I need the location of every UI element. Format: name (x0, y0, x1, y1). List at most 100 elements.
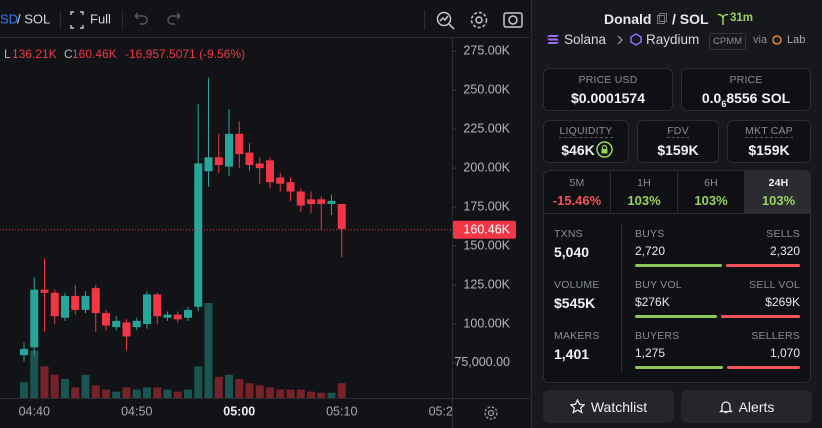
chart-bg (0, 0, 530, 428)
metric-box: LIQUIDITY $46K (543, 120, 629, 163)
volume-bar (132, 389, 141, 398)
candle-body (276, 177, 285, 184)
last-price-label: 160.46K (463, 223, 510, 237)
watchlist-button[interactable]: Watchlist (543, 390, 674, 423)
candle-body (81, 295, 90, 310)
launchpad-name[interactable]: Lab (787, 34, 806, 46)
volume-bar (40, 366, 49, 398)
chain-name[interactable]: Solana (564, 32, 607, 47)
tab[interactable]: 5M -15.46% (544, 171, 611, 214)
redo-icon[interactable] (167, 12, 181, 25)
pair-base[interactable]: SD (0, 11, 18, 26)
x-tick-label: 05:20 (429, 404, 460, 418)
volume-bar (153, 387, 162, 398)
stat-left-label: BUY VOL (635, 279, 682, 291)
candle-body (307, 199, 315, 204)
volume-bar (91, 385, 100, 398)
candle-body (235, 133, 244, 155)
candle-body (163, 314, 172, 318)
volume-bar (307, 391, 315, 398)
dex-icon (630, 33, 642, 46)
y-tick-label: 250.00K (463, 83, 510, 97)
tab-label: 1H (637, 177, 651, 189)
volume-bar (20, 382, 28, 398)
star-icon (569, 399, 585, 414)
y-tick-label: 225.00K (463, 121, 510, 135)
x-tick-label: 04:40 (19, 404, 50, 418)
settings-icon[interactable] (470, 11, 488, 29)
lock-icon (596, 141, 613, 158)
buy-bar (635, 366, 723, 369)
tab-label: 5M (569, 177, 585, 189)
stat-label: VOLUME (554, 279, 600, 291)
volume-bar (204, 303, 213, 398)
full-button[interactable]: Full (90, 11, 111, 26)
dex-name[interactable]: Raydium (646, 32, 700, 47)
stat-value: $545K (554, 295, 596, 311)
divider (621, 223, 622, 373)
volume-bar (184, 389, 192, 398)
tab[interactable]: 6H 103% (678, 171, 745, 214)
undo-icon[interactable] (134, 12, 148, 25)
scale-settings-icon[interactable] (484, 406, 498, 420)
metric-label: LIQUIDITY (559, 125, 613, 138)
stat-right-value: $269K (765, 295, 800, 309)
chevron (617, 35, 623, 45)
tab-change: 103% (627, 193, 661, 208)
candle-body (255, 163, 264, 169)
alerts-label: Alerts (738, 398, 775, 415)
tab[interactable]: 24H 103% (745, 171, 810, 214)
volume-bar (163, 389, 172, 398)
metric-value: $159K (657, 142, 699, 158)
y-tick-label: 175.00K (463, 199, 510, 213)
volume-bar (81, 374, 90, 398)
volume-bar (112, 391, 121, 398)
y-tick-label: 150.00K (463, 238, 510, 252)
candle-body (91, 288, 100, 314)
y-tick-label: 75,000.00 (454, 355, 510, 369)
chart: SD / SOL Full 275.00K 250.00K 225.00K 200.0… (0, 0, 530, 428)
volume-bar (173, 391, 182, 398)
candle-body (20, 348, 28, 356)
candle-body (112, 320, 121, 328)
y-tick-label: 275.00K (463, 44, 510, 58)
volume-bar (317, 392, 326, 398)
copy-icon[interactable] (657, 13, 667, 24)
buy-bar (635, 264, 722, 267)
volume-bar (296, 389, 305, 398)
price-prefix: 0.0 (701, 90, 722, 106)
candle-body (337, 203, 346, 229)
legend-low: 136.21K (12, 47, 57, 61)
last-price-box (453, 220, 516, 239)
y-tick-label: 200.00K (463, 160, 510, 174)
tab-change: -15.46% (552, 193, 602, 208)
y-tick-label: 125.00K (463, 277, 510, 291)
stat-label: MAKERS (554, 330, 600, 342)
stats-box: 5M -15.46% 1H 103% 6H 103% 24H 103% TXNS 5,040 BU… (543, 170, 811, 383)
fullscreen-icon[interactable] (70, 11, 84, 29)
price-usd-value: $0.0001574 (571, 90, 645, 106)
buy-bar (635, 315, 717, 318)
stat-right-value: 1,070 (769, 346, 800, 360)
launchpad-icon (772, 35, 782, 45)
screenshot-icon[interactable] (503, 12, 523, 28)
volume-bar (71, 387, 80, 398)
price-usd-label: PRICE USD (578, 74, 638, 86)
tab-change: 103% (761, 193, 796, 208)
price-subscript: 6 (721, 98, 727, 109)
candle-body (132, 320, 141, 328)
alerts-button[interactable]: Alerts (681, 390, 812, 423)
stat-left-label: BUYERS (635, 330, 680, 342)
indicator-icon[interactable] (436, 11, 455, 30)
volume-bar (225, 374, 233, 398)
candle-body (296, 191, 305, 206)
volume-bar (327, 392, 336, 398)
tab-label: 24H (768, 177, 789, 189)
watchlist-label: Watchlist (590, 398, 648, 415)
tab[interactable]: 1H 103% (611, 171, 678, 214)
volume-bar (286, 389, 295, 398)
pair-quote[interactable]: / SOL (17, 11, 50, 26)
metric-box: MKT CAP $159K (727, 120, 811, 163)
price-rest: 8556 SOL (726, 90, 791, 106)
candle-body (204, 157, 213, 172)
